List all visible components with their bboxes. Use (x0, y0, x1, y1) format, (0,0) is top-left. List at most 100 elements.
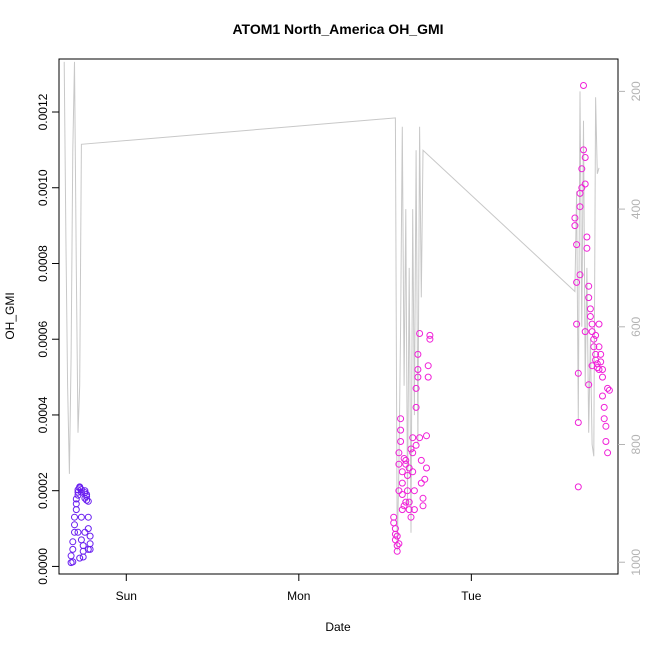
data-point (74, 528, 82, 536)
data-point (69, 558, 77, 566)
y-tick-label: 0.0000 (36, 548, 50, 585)
data-point (588, 328, 596, 336)
data-point (410, 506, 418, 514)
data-point (419, 494, 427, 502)
data-point (417, 456, 425, 464)
data-point (585, 282, 593, 290)
data-point (76, 484, 84, 492)
data-point (419, 502, 427, 510)
x-axis-label: Date (325, 620, 351, 634)
data-point (393, 532, 401, 540)
data-point (581, 180, 589, 188)
data-point (573, 278, 581, 286)
y-axis-label: OH_GMI (3, 292, 17, 339)
data-point (423, 464, 430, 472)
data-point (398, 506, 406, 514)
data-point (404, 487, 411, 495)
data-point (84, 525, 92, 533)
data-point (605, 386, 613, 394)
data-point (604, 384, 612, 392)
data-point (600, 415, 608, 423)
data-point (416, 330, 424, 337)
data-point (77, 536, 85, 544)
data-point (400, 502, 408, 510)
data-point (424, 362, 432, 370)
data-point (576, 271, 584, 279)
data-point (402, 456, 410, 464)
x-tick-label: Mon (287, 589, 310, 603)
data-point (416, 434, 424, 442)
data-point (576, 203, 584, 211)
data-point (574, 483, 582, 491)
data-point (585, 294, 593, 302)
data-point (71, 513, 78, 521)
data-point (69, 538, 77, 546)
x-axis: Sun Mon Tue (116, 574, 482, 603)
y-axis-right: 200 400 600 800 1000 (618, 81, 643, 576)
y-tick-label: 0.0012 (36, 93, 50, 130)
data-point (72, 506, 80, 514)
data-point (595, 343, 603, 351)
data-point (424, 373, 432, 381)
data-point (426, 335, 434, 343)
data-point (571, 214, 579, 222)
data-point (397, 426, 405, 434)
y-tick-label: 0.0010 (36, 169, 50, 206)
data-point (407, 445, 415, 453)
data-point (597, 358, 605, 366)
data-point (574, 419, 582, 426)
right-tick-label: 200 (629, 81, 643, 101)
y-tick-label: 0.0008 (36, 245, 50, 282)
data-point (586, 305, 594, 313)
data-point (409, 468, 417, 476)
data-point (576, 189, 584, 197)
right-tick-label: 800 (629, 434, 643, 454)
data-point (395, 449, 403, 457)
data-point (407, 513, 415, 521)
data-point (599, 373, 606, 381)
data-point (77, 513, 85, 521)
data-point (72, 500, 80, 508)
data-point (395, 540, 403, 548)
data-point (574, 369, 582, 377)
data-point (79, 553, 87, 561)
data-point (71, 521, 78, 529)
data-point (81, 489, 89, 497)
right-tick-label: 1000 (629, 549, 643, 576)
data-point (81, 528, 89, 536)
data-point (71, 528, 78, 536)
data-point (84, 513, 92, 521)
data-point (397, 438, 405, 445)
data-point (402, 498, 410, 506)
data-point (405, 498, 413, 506)
data-point (595, 366, 603, 373)
data-point (599, 392, 606, 400)
data-point (592, 331, 600, 339)
right-tick-label: 600 (629, 316, 643, 336)
data-point (573, 241, 581, 249)
right-tick-label: 400 (629, 199, 643, 219)
data-point (588, 362, 596, 370)
y-tick-label: 0.0002 (36, 472, 50, 509)
y-tick-label: 0.0004 (36, 396, 50, 433)
data-point (398, 468, 406, 476)
data-point (398, 479, 406, 487)
data-point (395, 487, 403, 495)
data-point (83, 496, 91, 504)
plot-frame (58, 58, 619, 575)
data-point (409, 449, 417, 457)
data-point (581, 328, 589, 336)
y-tick-label: 0.0006 (36, 321, 50, 358)
data-point (573, 320, 581, 328)
data-point (423, 432, 430, 440)
data-point (69, 545, 77, 553)
data-point (67, 552, 75, 560)
data-point (86, 540, 94, 548)
data-point (578, 165, 586, 173)
data-point (390, 519, 398, 527)
data-point (604, 449, 612, 457)
data-point (410, 487, 418, 495)
chart-title: ATOM1 North_America OH_GMI (232, 21, 443, 37)
data-point (414, 350, 422, 358)
